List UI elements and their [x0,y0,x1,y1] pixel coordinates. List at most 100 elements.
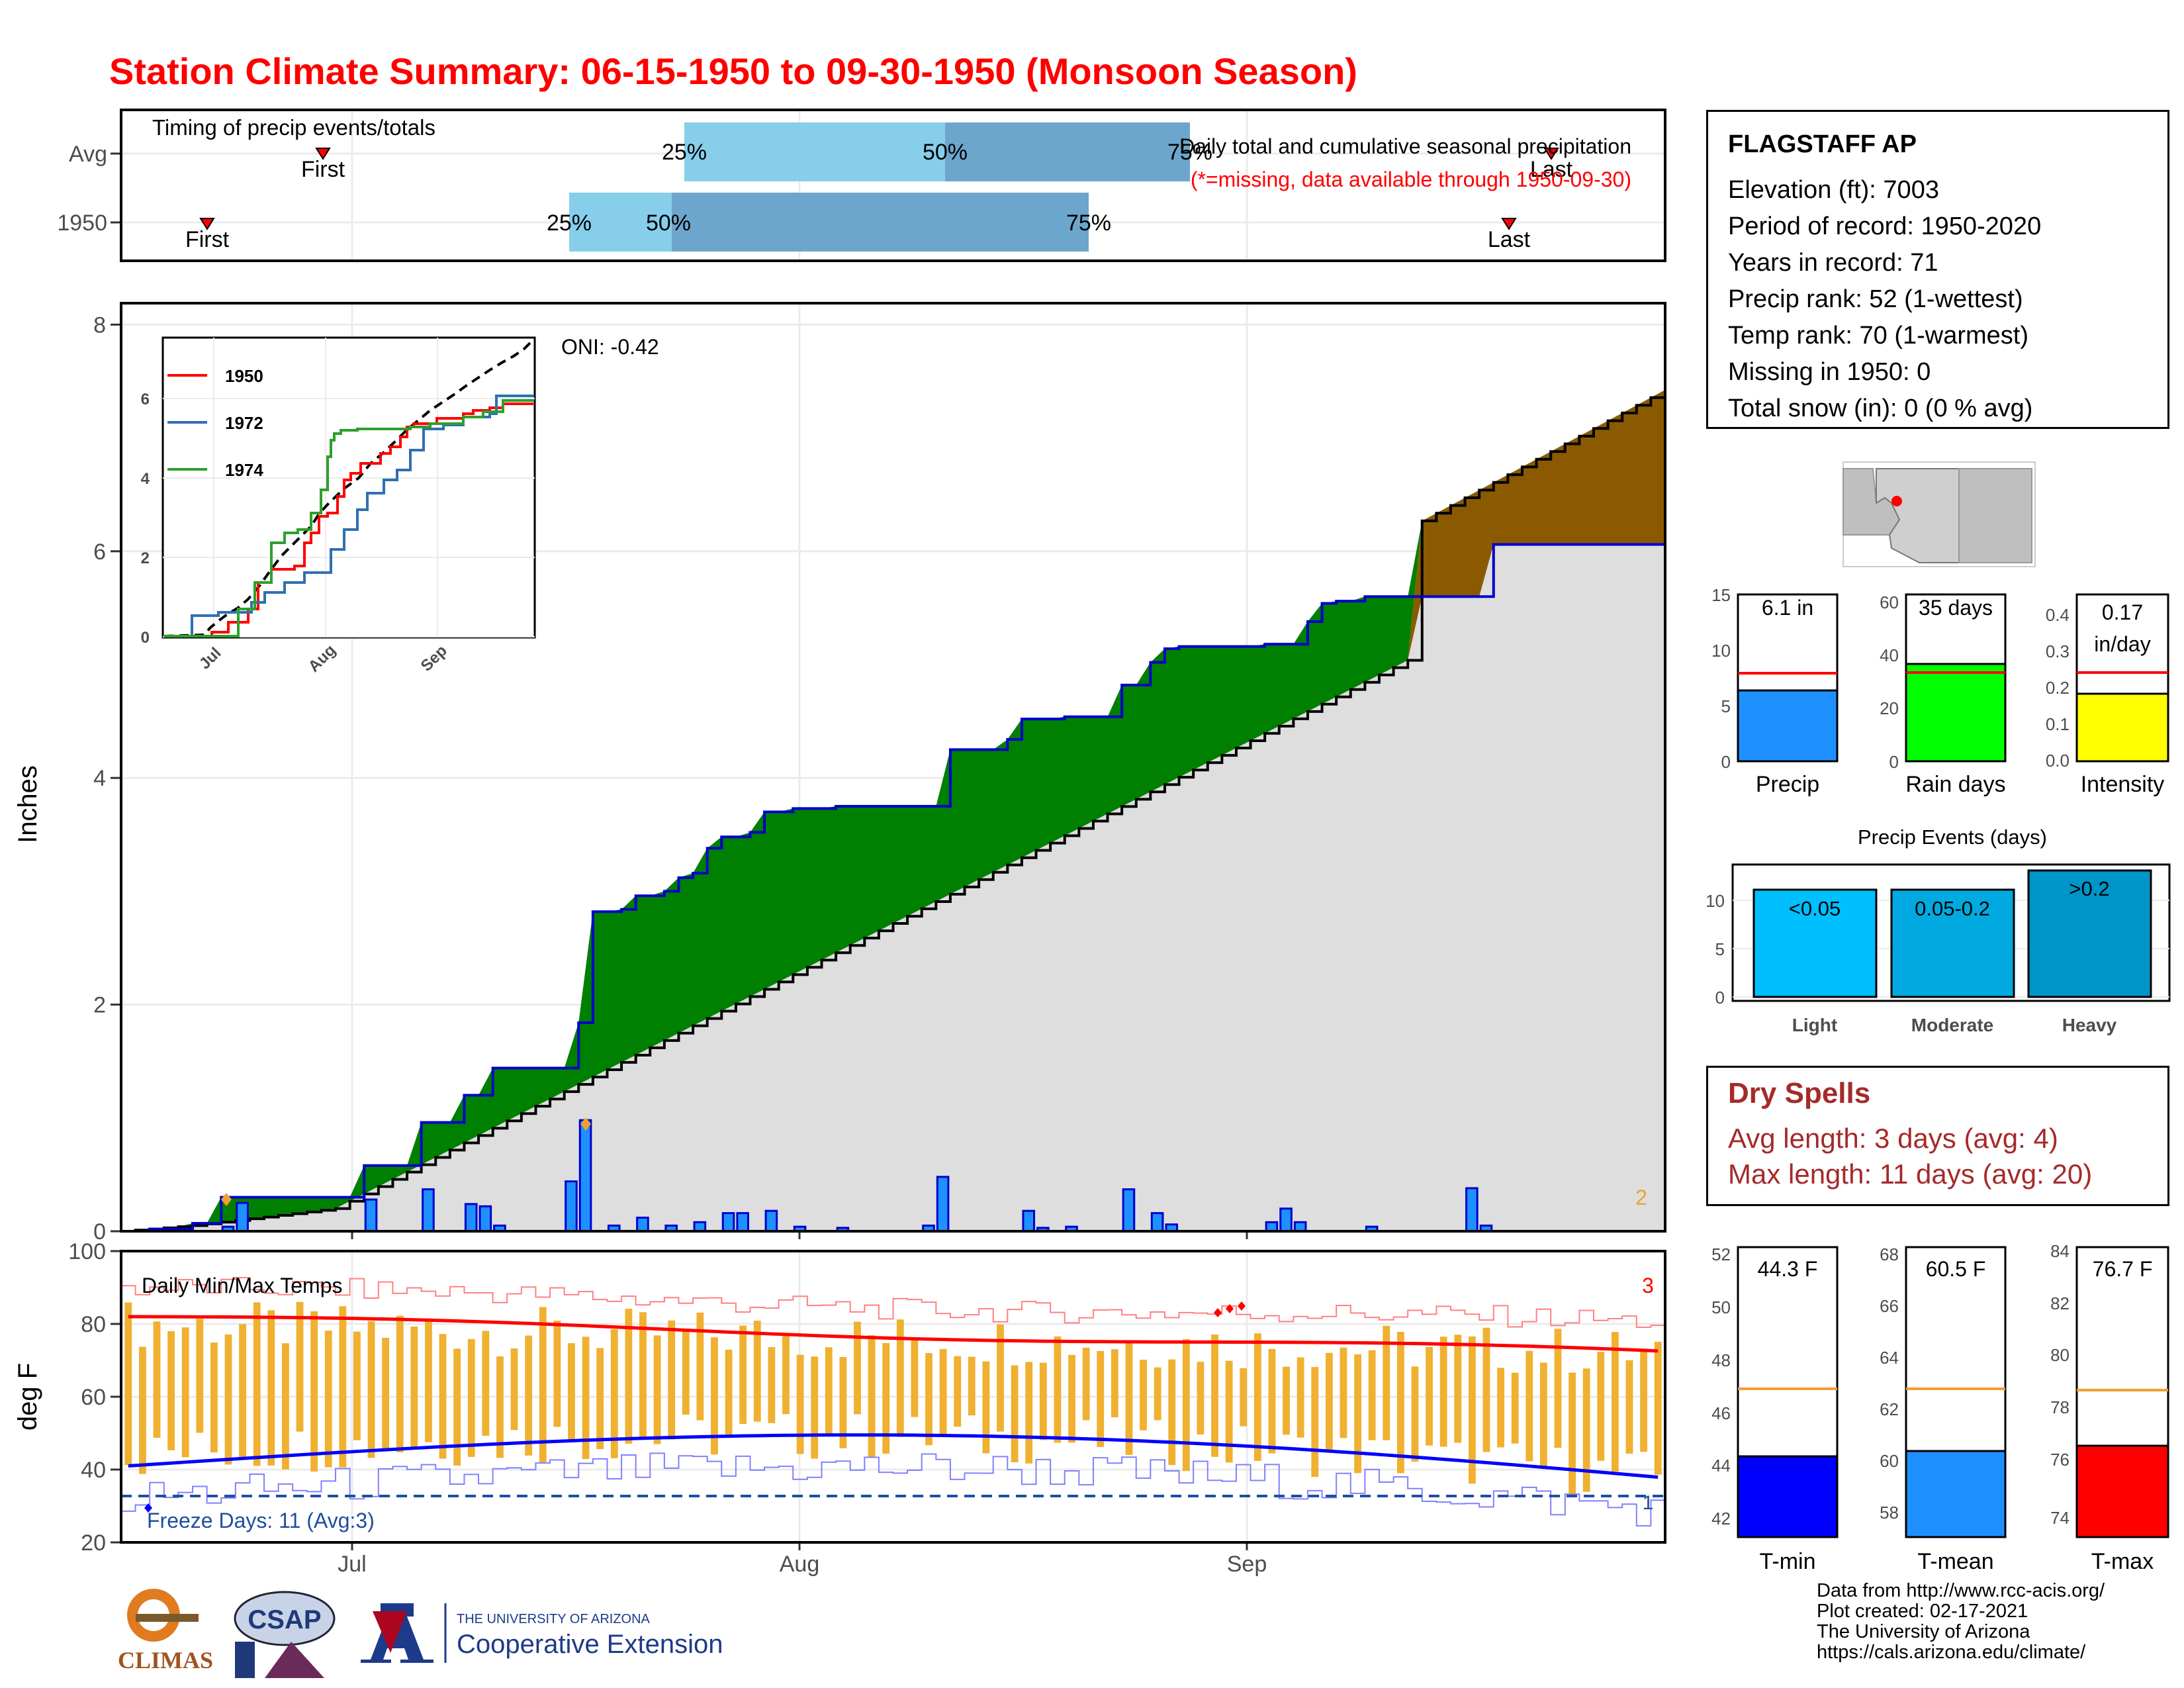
daily-temp-bar [825,1347,833,1437]
timing-row-avg: Avg [69,142,107,167]
temp-ytick: 40 [81,1458,106,1483]
daily-temp-bar [353,1331,361,1440]
credit-line: https://cals.arizona.edu/climate/ [1817,1642,2086,1663]
intensity-value: 0.17 [2102,600,2143,624]
csap-logo: CSAP [234,1591,336,1678]
svg-text:0: 0 [1715,988,1725,1008]
daily-temp-bar [239,1324,247,1460]
light-label: <0.05 [1789,897,1841,920]
precip-ytick: 6 [93,539,106,565]
page-title: Station Climate Summary: 06-15-1950 to 0… [109,50,1357,92]
temp-label: Daily Min/Max Temps [142,1274,342,1297]
station-line: Missing in 1950: 0 [1728,358,1931,386]
inset-ytick: 2 [141,549,150,567]
inset-average-line [163,338,535,637]
record-high-marker [1226,1304,1234,1313]
daily-temp-bar [925,1352,933,1446]
tmin-category: T-min [1760,1549,1816,1574]
credit-line: Data from http://www.rcc-acis.org/ [1817,1580,2105,1601]
avg-q25-q50-bar [684,122,945,181]
daily-temp-bar [1611,1332,1619,1472]
daily-temp-bar [1396,1331,1404,1474]
daily-temp-bar [682,1329,690,1415]
daily-temp-bar [1297,1357,1304,1438]
daily-temp-bar [568,1343,575,1442]
temp-hot-count: 3 [1642,1274,1654,1297]
y1950-q25-label: 25% [547,211,592,236]
inset-legend-1974: 1974 [225,460,263,480]
station-line: Precip rank: 52 (1-wettest) [1728,285,2023,313]
daily-temp-bar [997,1324,1004,1432]
rain-days-bar [1905,663,2007,763]
daily-temp-bar [1211,1335,1218,1457]
max-precip-marker [580,1117,591,1131]
tmean-label: 60.5 F [1926,1257,1986,1281]
average-min-line [128,1433,1659,1479]
daily-temp-bar [1097,1350,1105,1447]
daily-temp-bar [1525,1350,1533,1462]
daily-temp-bar [167,1331,175,1450]
tmax-label: 76.7 F [2093,1257,2153,1281]
moderate-label: 0.05-0.2 [1915,897,1990,920]
dry-spells-line: Avg length: 3 days (avg: 4) [1728,1123,2058,1154]
daily-temp-bar [1411,1366,1419,1462]
tmin-label: 44.3 F [1758,1257,1818,1281]
daily-temp-bar [1039,1362,1047,1440]
daily-precip-bar [764,1209,778,1233]
max-precip-marker [221,1193,232,1206]
precip-category: Precip [1756,772,1819,797]
temp-frame [120,1250,1666,1544]
daily-precip-bar [1150,1212,1164,1233]
daily-temp-bar [282,1343,289,1470]
credits-block: Data from http://www.rcc-acis.org/ Plot … [1817,1581,2105,1663]
svg-text:68: 68 [1880,1244,1899,1264]
daily-temp-bar [668,1320,676,1440]
daily-temp-bar [711,1337,718,1455]
daily-temp-bar [1253,1333,1261,1461]
svg-text:84: 84 [2050,1241,2070,1261]
precip-ytick: 4 [93,766,106,791]
temp-xtick: Sep [1227,1552,1267,1577]
y1950-last-label: Last [1488,227,1531,252]
daily-temp-bar [596,1348,604,1450]
svg-text:52: 52 [1711,1244,1731,1264]
light-category: Light [1792,1015,1837,1035]
ua-cooperative-extension-logo: THE UNIVERSITY OF ARIZONA Cooperative Ex… [361,1597,745,1673]
tmean-bar [1905,1450,2007,1538]
daily-temp-bar [396,1315,404,1452]
intensity-unit: in/day [2094,632,2150,656]
daily-temp-bar [1640,1348,1647,1452]
daily-precip-bar [1293,1221,1307,1233]
svg-text:0.2: 0.2 [2046,678,2070,698]
timing-panel: Timing of precip events/totals 25% 50% 7… [57,109,1666,262]
svg-text:5: 5 [1721,696,1731,716]
record-max-line [121,1277,1665,1328]
daily-temp-bar [1625,1360,1633,1454]
y1950-first-marker [199,218,215,230]
daily-temp-bar [1154,1367,1161,1421]
svg-text:0: 0 [1721,752,1731,772]
precip-ytick: 8 [93,312,106,338]
temp-xtick: Aug [780,1552,820,1577]
svg-text:5: 5 [1715,939,1725,959]
daily-temp-bar [782,1335,790,1415]
inset-legend-1972: 1972 [225,413,263,433]
daily-temp-bar [1025,1362,1033,1464]
daily-temp-bar [1597,1352,1605,1461]
daily-temp-bar [639,1312,647,1438]
daily-temp-bar [896,1319,904,1437]
precip-ytick: 0 [93,1219,106,1244]
daily-precip-bar [693,1221,707,1233]
record-high-marker [1214,1308,1222,1317]
daily-temp-bar [453,1348,461,1466]
daily-precip-bar [1465,1187,1479,1233]
precip-ytick: 2 [93,993,106,1018]
svg-text:10: 10 [1706,891,1725,911]
daily-temp-bar [1125,1342,1133,1455]
station-line: Years in record: 71 [1728,249,1938,277]
daily-temp-bar [510,1348,518,1430]
inset-xtick: Aug [305,641,340,676]
inset-ytick: 0 [141,629,150,647]
daily-precip-bar [478,1205,492,1233]
